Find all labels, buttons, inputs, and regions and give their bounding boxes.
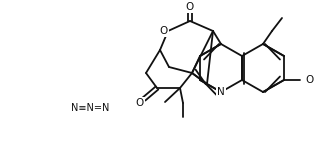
Text: N≡N=N: N≡N=N (71, 103, 109, 113)
Text: O: O (160, 26, 168, 36)
Text: O: O (136, 98, 144, 108)
Text: O: O (186, 2, 194, 12)
Text: O: O (305, 75, 313, 85)
Text: N: N (217, 87, 225, 97)
